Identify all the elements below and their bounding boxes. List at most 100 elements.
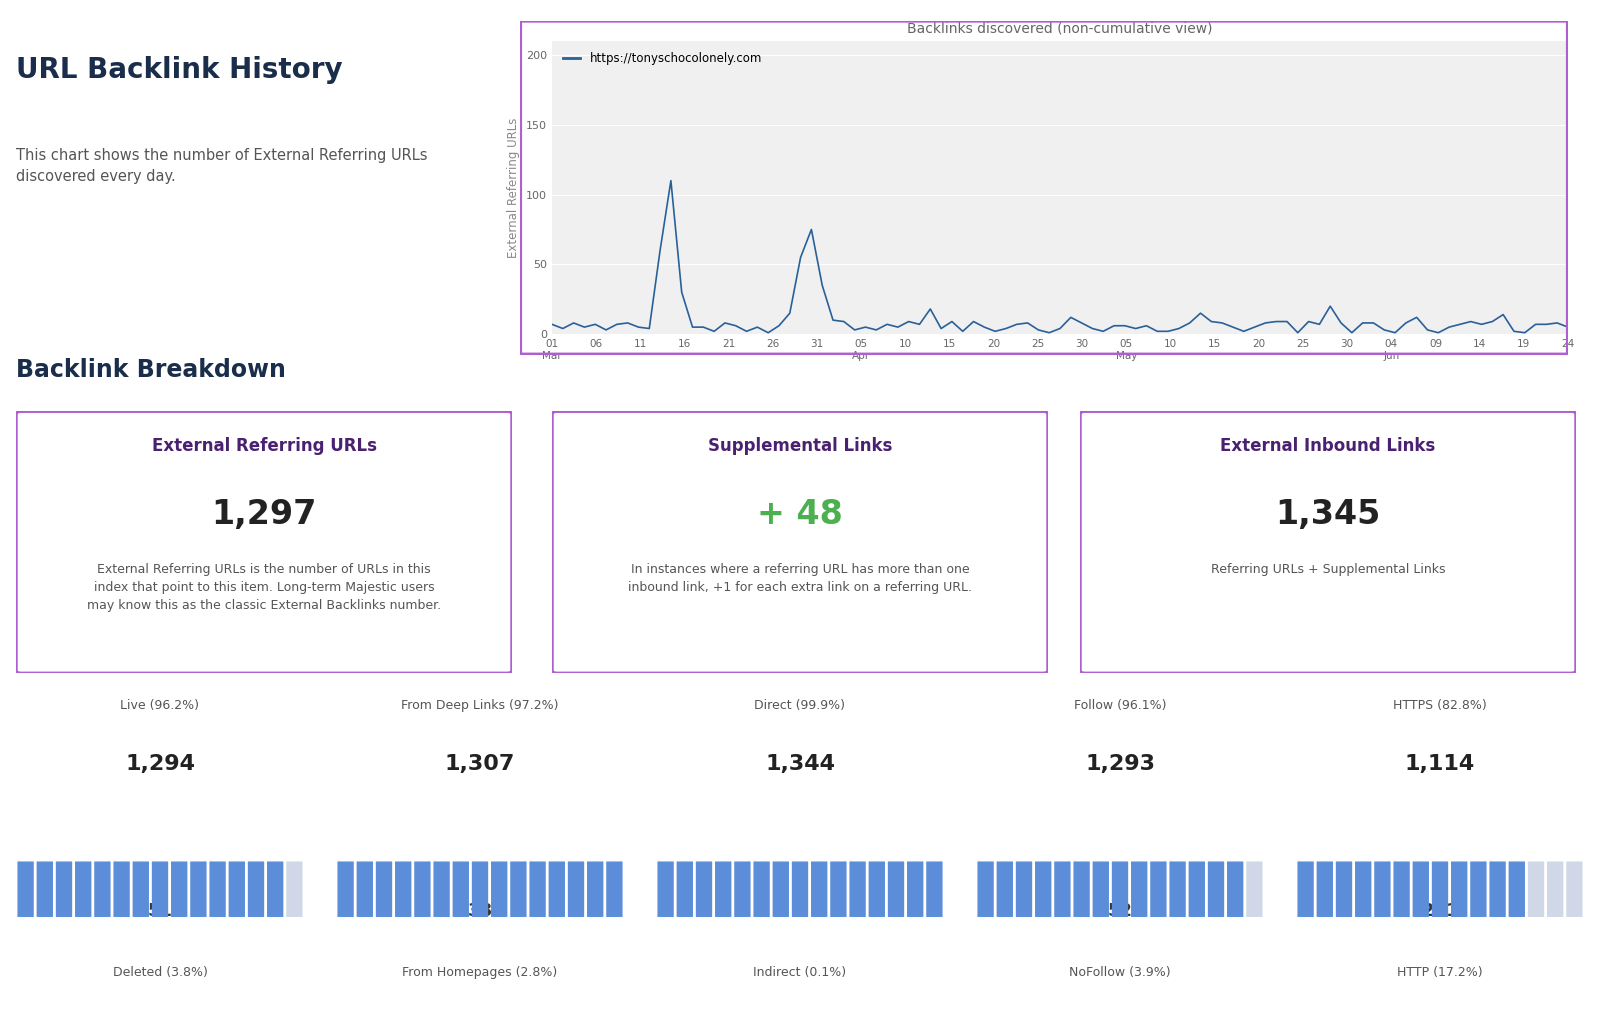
Text: Backlink Breakdown: Backlink Breakdown [16, 358, 286, 382]
Text: This chart shows the number of External Referring URLs
discovered every day.: This chart shows the number of External … [16, 148, 427, 184]
FancyBboxPatch shape [997, 861, 1013, 917]
FancyBboxPatch shape [830, 861, 846, 917]
FancyBboxPatch shape [587, 861, 603, 917]
FancyBboxPatch shape [1298, 861, 1314, 917]
FancyBboxPatch shape [286, 861, 302, 917]
FancyBboxPatch shape [248, 861, 264, 917]
FancyBboxPatch shape [1490, 861, 1506, 917]
FancyBboxPatch shape [472, 861, 488, 917]
FancyBboxPatch shape [491, 861, 507, 917]
FancyBboxPatch shape [510, 861, 526, 917]
Text: 51: 51 [147, 903, 173, 920]
FancyBboxPatch shape [734, 861, 750, 917]
FancyBboxPatch shape [1131, 861, 1147, 917]
FancyBboxPatch shape [414, 861, 430, 917]
Text: 1,294: 1,294 [125, 754, 195, 774]
Text: 1,114: 1,114 [1405, 754, 1475, 774]
FancyBboxPatch shape [171, 861, 187, 917]
FancyBboxPatch shape [715, 861, 731, 917]
FancyBboxPatch shape [926, 861, 942, 917]
Text: + 48: + 48 [757, 498, 843, 530]
FancyBboxPatch shape [94, 861, 110, 917]
FancyBboxPatch shape [1413, 861, 1429, 917]
Text: 1,344: 1,344 [765, 754, 835, 774]
Title: Backlinks discovered (non-cumulative view): Backlinks discovered (non-cumulative vie… [907, 22, 1213, 36]
FancyBboxPatch shape [190, 861, 206, 917]
FancyBboxPatch shape [606, 861, 622, 917]
FancyBboxPatch shape [18, 861, 34, 917]
FancyBboxPatch shape [888, 861, 904, 917]
FancyBboxPatch shape [530, 861, 546, 917]
FancyBboxPatch shape [568, 861, 584, 917]
FancyBboxPatch shape [229, 861, 245, 917]
FancyBboxPatch shape [1208, 861, 1224, 917]
Legend: https://tonyschocolonely.com: https://tonyschocolonely.com [558, 47, 766, 70]
FancyBboxPatch shape [754, 861, 770, 917]
FancyBboxPatch shape [357, 861, 373, 917]
Text: 231: 231 [1421, 903, 1459, 920]
FancyBboxPatch shape [152, 861, 168, 917]
Text: External Referring URLs: External Referring URLs [152, 438, 376, 455]
Text: Follow (96.1%): Follow (96.1%) [1074, 699, 1166, 712]
FancyBboxPatch shape [1394, 861, 1410, 917]
FancyBboxPatch shape [114, 861, 130, 917]
Text: 1,293: 1,293 [1085, 754, 1155, 774]
FancyBboxPatch shape [37, 861, 53, 917]
FancyBboxPatch shape [658, 861, 674, 917]
FancyBboxPatch shape [1528, 861, 1544, 917]
FancyBboxPatch shape [1035, 861, 1051, 917]
FancyBboxPatch shape [376, 861, 392, 917]
Text: From Homepages (2.8%): From Homepages (2.8%) [402, 966, 558, 979]
FancyBboxPatch shape [696, 861, 712, 917]
FancyBboxPatch shape [869, 861, 885, 917]
FancyBboxPatch shape [1112, 861, 1128, 917]
Y-axis label: External Referring URLs: External Referring URLs [507, 117, 520, 258]
FancyBboxPatch shape [773, 861, 789, 917]
FancyBboxPatch shape [1150, 861, 1166, 917]
FancyBboxPatch shape [1355, 861, 1371, 917]
FancyBboxPatch shape [677, 861, 693, 917]
FancyBboxPatch shape [1016, 861, 1032, 917]
FancyBboxPatch shape [850, 861, 866, 917]
FancyBboxPatch shape [907, 861, 923, 917]
Text: HTTPS (82.8%): HTTPS (82.8%) [1394, 699, 1486, 712]
FancyBboxPatch shape [811, 861, 827, 917]
Text: URL Backlink History: URL Backlink History [16, 56, 342, 83]
FancyBboxPatch shape [434, 861, 450, 917]
Text: External Referring URLs is the number of URLs in this
index that point to this i: External Referring URLs is the number of… [86, 563, 442, 613]
FancyBboxPatch shape [1374, 861, 1390, 917]
FancyBboxPatch shape [978, 861, 994, 917]
FancyBboxPatch shape [453, 861, 469, 917]
Text: Supplemental Links: Supplemental Links [707, 438, 893, 455]
FancyBboxPatch shape [1566, 861, 1582, 917]
FancyBboxPatch shape [133, 861, 149, 917]
FancyBboxPatch shape [1170, 861, 1186, 917]
Text: Indirect (0.1%): Indirect (0.1%) [754, 966, 846, 979]
Text: External Inbound Links: External Inbound Links [1221, 438, 1435, 455]
Text: HTTP (17.2%): HTTP (17.2%) [1397, 966, 1483, 979]
FancyBboxPatch shape [75, 861, 91, 917]
Text: 38: 38 [467, 903, 493, 920]
FancyBboxPatch shape [1189, 861, 1205, 917]
FancyBboxPatch shape [56, 861, 72, 917]
FancyBboxPatch shape [338, 861, 354, 917]
Text: Live (96.2%): Live (96.2%) [120, 699, 200, 712]
FancyBboxPatch shape [549, 861, 565, 917]
FancyBboxPatch shape [1432, 861, 1448, 917]
Text: From Deep Links (97.2%): From Deep Links (97.2%) [402, 699, 558, 712]
FancyBboxPatch shape [1317, 861, 1333, 917]
Text: 52: 52 [1107, 903, 1133, 920]
FancyBboxPatch shape [1509, 861, 1525, 917]
FancyBboxPatch shape [395, 861, 411, 917]
Text: Referring URLs + Supplemental Links: Referring URLs + Supplemental Links [1211, 563, 1445, 577]
Text: In instances where a referring URL has more than one
inbound link, +1 for each e: In instances where a referring URL has m… [627, 563, 973, 594]
FancyBboxPatch shape [1246, 861, 1262, 917]
FancyBboxPatch shape [1227, 861, 1243, 917]
FancyBboxPatch shape [1470, 861, 1486, 917]
FancyBboxPatch shape [210, 861, 226, 917]
Text: Direct (99.9%): Direct (99.9%) [755, 699, 845, 712]
Text: 1,307: 1,307 [445, 754, 515, 774]
FancyBboxPatch shape [1547, 861, 1563, 917]
FancyBboxPatch shape [1074, 861, 1090, 917]
Text: 1,297: 1,297 [211, 498, 317, 530]
